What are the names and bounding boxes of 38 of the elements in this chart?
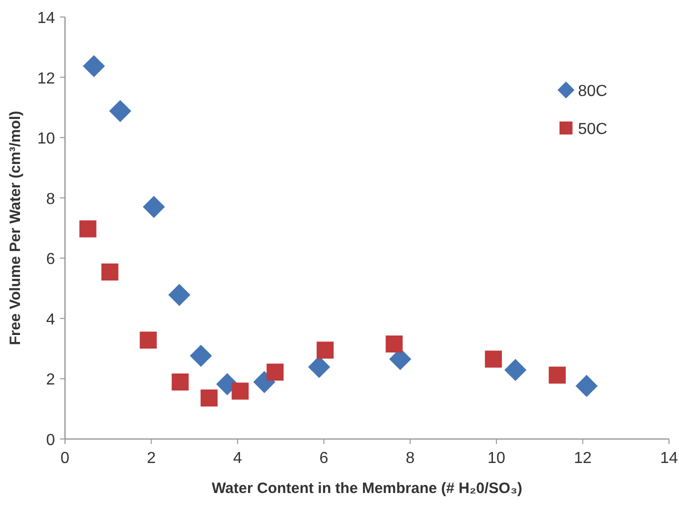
- y-tick-label: 6: [46, 251, 56, 268]
- point: [168, 284, 190, 306]
- point: [232, 382, 249, 400]
- point: [190, 344, 212, 367]
- x-tick-label: 0: [60, 450, 70, 467]
- point: [200, 390, 218, 407]
- point: [142, 196, 165, 218]
- point: [504, 358, 526, 382]
- y-tick-label: 0: [46, 432, 56, 449]
- point: [172, 374, 189, 391]
- y-tick-label: 14: [37, 10, 56, 27]
- y-tick-label: 2: [46, 372, 56, 389]
- x-tick-label: 14: [660, 450, 678, 467]
- point: [386, 336, 403, 353]
- point: [140, 332, 157, 349]
- point: [101, 264, 118, 281]
- x-tick-label: 2: [146, 450, 156, 467]
- y-axis-title: Free Volume Per Water (cm³/mol): [7, 110, 24, 346]
- point: [266, 364, 284, 381]
- point: [82, 55, 105, 78]
- x-axis-title: Water Content in the Membrane (# H₂0/SO₃): [212, 480, 522, 497]
- x-tick-label: 6: [319, 450, 328, 467]
- x-tick-label: 10: [488, 450, 506, 467]
- point: [484, 350, 502, 368]
- x-tick-label: 4: [233, 450, 242, 467]
- x-tick-label: 12: [574, 450, 592, 467]
- y-tick-label: 4: [46, 311, 56, 328]
- y-tick-label: 8: [46, 190, 56, 208]
- point: [316, 342, 334, 359]
- y-tick-label: 10: [37, 130, 56, 148]
- point: [576, 374, 598, 397]
- point: [548, 366, 566, 384]
- point: [79, 220, 96, 238]
- x-tick-label: 8: [406, 450, 415, 467]
- point: [109, 100, 132, 122]
- legend-label: 50C: [578, 121, 608, 138]
- legend-label: 80C: [578, 83, 608, 100]
- y-tick-label: 12: [37, 70, 56, 88]
